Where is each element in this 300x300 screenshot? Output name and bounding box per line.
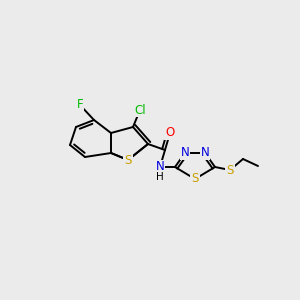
Text: N: N <box>156 160 164 173</box>
Text: H: H <box>156 172 164 182</box>
Text: N: N <box>201 146 209 160</box>
Text: S: S <box>124 154 132 166</box>
Text: Cl: Cl <box>134 103 146 116</box>
Text: O: O <box>165 127 175 140</box>
Text: N: N <box>181 146 189 160</box>
Text: S: S <box>226 164 234 176</box>
Text: F: F <box>77 98 83 112</box>
Text: S: S <box>191 172 199 185</box>
